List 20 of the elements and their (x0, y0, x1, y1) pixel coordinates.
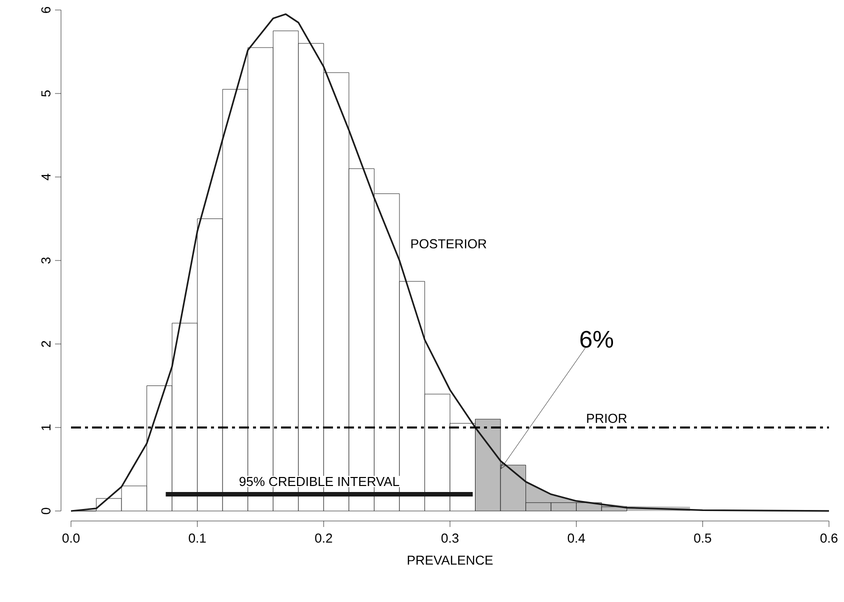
x-tick-label: 0.2 (315, 534, 332, 543)
x-tick-label: 0.3 (441, 534, 458, 543)
x-tick-label: 0.4 (568, 534, 585, 543)
series-label: POSTERIOR (411, 239, 486, 248)
x-tick-label: 0.0 (62, 534, 80, 543)
y-tick-label: 6 (41, 6, 50, 13)
x-axis-title: PREVALENCE (408, 556, 493, 565)
x-tick-label: 0.1 (188, 534, 206, 543)
annotation: 6% (580, 330, 614, 348)
x-tick-label: 0.6 (820, 534, 838, 543)
line-series (70, 13, 830, 512)
y-tick-label: 5 (41, 90, 50, 97)
series-label: 95% CREDIBLE INTERVAL (240, 476, 400, 486)
y-tick-label: 4 (42, 174, 50, 180)
y-tick-label: 3 (41, 257, 50, 264)
y-tick-label: 1 (42, 424, 50, 430)
y-tick-label: 2 (41, 341, 50, 347)
y-tick-label: 0 (41, 508, 50, 514)
x-tick-label: 0.5 (694, 534, 712, 543)
ref-line-label: PRIOR (587, 414, 627, 423)
